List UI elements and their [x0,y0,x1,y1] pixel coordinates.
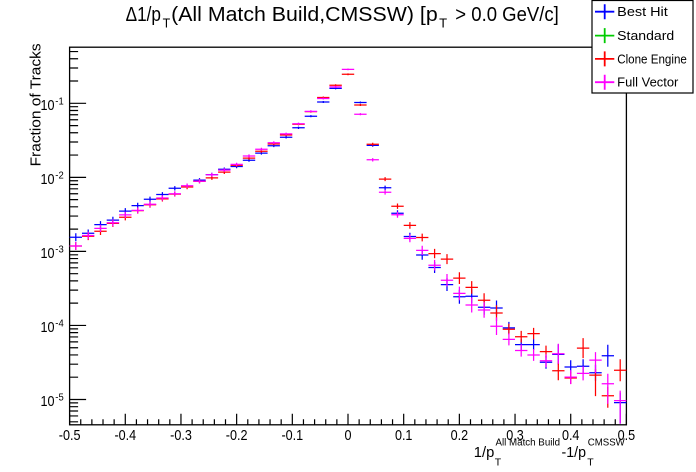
svg-text:0.2: 0.2 [451,427,469,444]
svg-text:1/p: 1/p [474,444,495,461]
svg-text:> 0.0 GeV/c]: > 0.0 GeV/c] [455,4,559,26]
svg-text:-5: -5 [55,393,64,404]
svg-text:-0.1: -0.1 [281,427,303,444]
svg-text:-2: -2 [55,170,64,181]
svg-text:10: 10 [41,97,55,114]
svg-text:Clone Engine: Clone Engine [617,52,687,66]
svg-text:T: T [163,16,171,31]
svg-text:T: T [495,457,502,469]
svg-text:Full Vector: Full Vector [617,76,678,90]
svg-text:Δ1/p: Δ1/p [126,4,161,26]
svg-text:10: 10 [41,319,55,336]
svg-text:CMSSW: CMSSW [588,437,625,449]
svg-text:(All Match Build,CMSSW) [p: (All Match Build,CMSSW) [p [171,4,438,26]
svg-text:T: T [587,457,594,469]
svg-text:-1/p: -1/p [562,444,587,461]
svg-text:Standard: Standard [617,29,674,43]
svg-text:0: 0 [345,427,352,444]
svg-text:0.4: 0.4 [562,427,580,444]
svg-text:10: 10 [41,393,55,410]
svg-text:-0.5: -0.5 [59,427,81,444]
svg-text:-0.4: -0.4 [114,427,136,444]
svg-text:0.1: 0.1 [395,427,413,444]
svg-text:All Match Build: All Match Build [496,437,561,449]
svg-text:0.3: 0.3 [506,427,524,444]
svg-text:10: 10 [41,171,55,188]
svg-text:10: 10 [41,245,55,262]
svg-text:-1: -1 [55,96,64,107]
svg-text:0.5: 0.5 [618,427,636,444]
svg-text:Best Hit: Best Hit [617,5,668,19]
svg-text:-3: -3 [55,244,64,255]
svg-text:T: T [439,16,447,31]
svg-text:-0.3: -0.3 [170,427,192,444]
svg-text:Fraction of Tracks: Fraction of Tracks [28,43,45,166]
svg-text:-0.2: -0.2 [226,427,248,444]
svg-text:-4: -4 [55,318,64,329]
